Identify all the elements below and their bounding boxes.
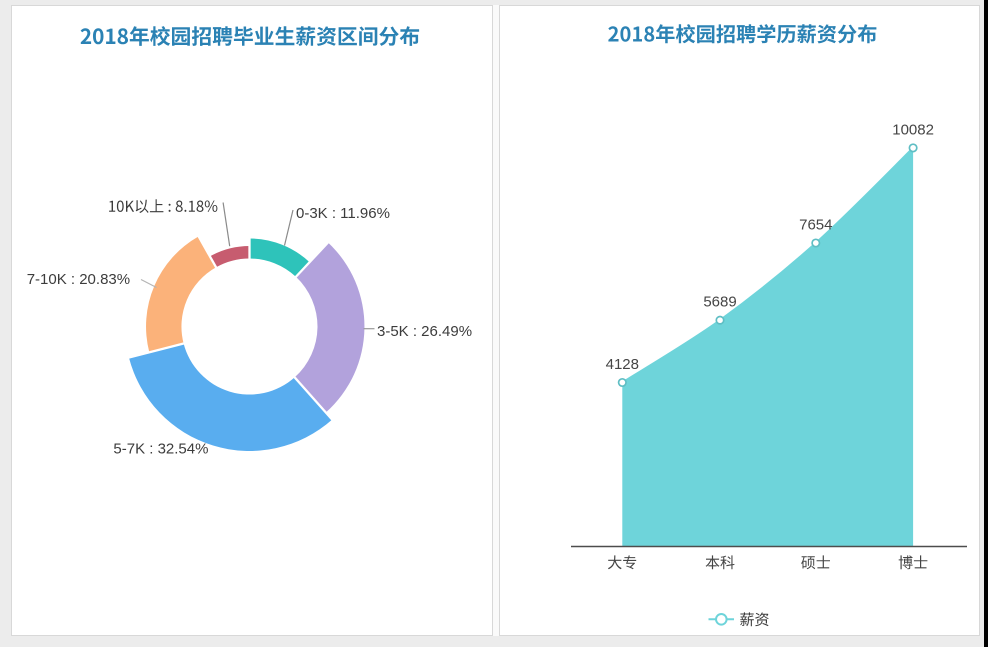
- svg-text:3-5K : 26.49%: 3-5K : 26.49%: [377, 323, 472, 340]
- svg-text:7-10K : 20.83%: 7-10K : 20.83%: [27, 271, 130, 288]
- svg-text:4128: 4128: [606, 356, 639, 373]
- svg-text:0-3K : 11.96%: 0-3K : 11.96%: [296, 205, 390, 222]
- svg-text:5-7K : 32.54%: 5-7K : 32.54%: [113, 440, 208, 457]
- svg-text:10082: 10082: [892, 121, 934, 138]
- svg-text:7654: 7654: [799, 217, 832, 234]
- svg-text:5689: 5689: [703, 294, 736, 311]
